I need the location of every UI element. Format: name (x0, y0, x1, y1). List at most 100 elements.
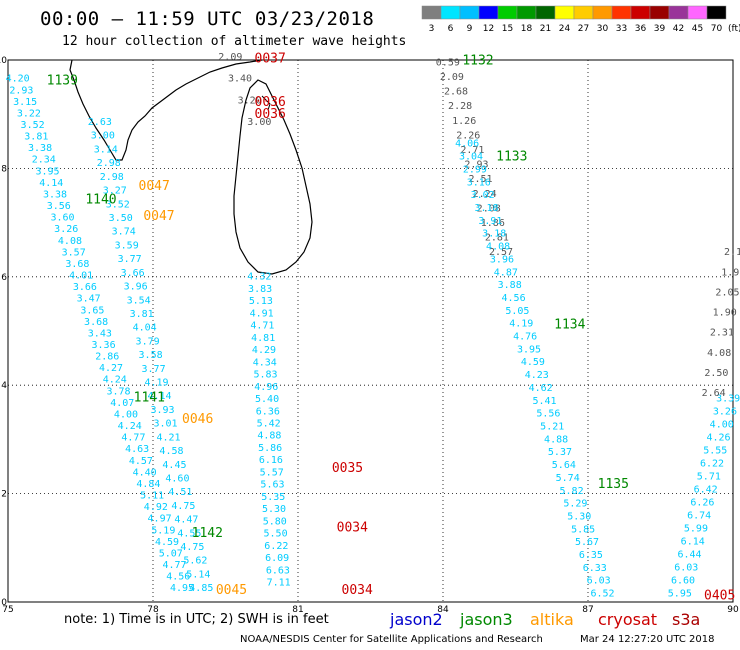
wave-height-value: 4.63 (125, 444, 149, 455)
wave-height-value: 2.93 (464, 160, 488, 171)
wave-height-value: 3.14 (94, 144, 118, 155)
wave-height-value: 5.64 (552, 460, 576, 471)
pass-time-label: 0047 (139, 179, 170, 194)
wave-height-value: 4.62 (529, 383, 553, 394)
wave-height-value: 5.82 (560, 486, 584, 497)
wave-height-value: 4.97 (148, 514, 172, 525)
wave-height-value: 4.29 (252, 345, 276, 356)
wave-height-value: 4.24 (103, 375, 127, 386)
wave-height-value: 5.50 (264, 529, 288, 540)
wave-height-value: 4.08 (486, 242, 510, 253)
wave-height-value: 4.77 (162, 560, 186, 571)
wave-height-value: 6.14 (681, 537, 705, 548)
wave-height-value: 4.56 (502, 293, 526, 304)
wave-height-value: 5.55 (703, 445, 727, 456)
wave-height-value: 3.50 (109, 213, 133, 224)
y-tick-label: 0 (1, 598, 7, 608)
pass-time-label: 0045 (216, 583, 247, 598)
legend-swatch (459, 5, 480, 20)
wave-height-value: 4.85 (189, 583, 213, 594)
wave-height-value: 4.04 (133, 323, 157, 334)
wave-height-value: 4.91 (250, 308, 274, 319)
wave-height-value: 5.86 (258, 443, 282, 454)
wave-height-value: 7.11 (267, 578, 291, 589)
generated-timestamp: Mar 24 12:27:20 UTC 2018 (580, 634, 715, 645)
legend-swatch (421, 5, 442, 20)
wave-height-value: 5.42 (257, 419, 281, 430)
y-tick-label: 2 (1, 490, 7, 500)
wave-height-value: 3.27 (103, 186, 127, 197)
wave-height-value: 4.77 (121, 433, 145, 444)
pass-time-label: 1135 (598, 477, 629, 492)
legend-swatch (649, 5, 670, 20)
wave-height-value: 2.93 (9, 85, 33, 96)
wave-height-value: 2.64 (702, 388, 726, 399)
wave-height-value: 4.71 (250, 321, 274, 332)
wave-height-value: 4.19 (145, 378, 169, 389)
wave-height-value: 4.01 (69, 271, 93, 282)
legend-label: 3 (429, 24, 435, 34)
pass-time-label: 1141 (134, 390, 165, 405)
wave-height-value: 6.22 (264, 541, 288, 552)
pass-time-label: 1134 (554, 317, 585, 332)
wave-height-value: 6.03 (587, 576, 611, 587)
wave-height-value: 3.81 (24, 132, 48, 143)
wave-height-value: 3.59 (115, 240, 139, 251)
wave-height-value: 2.26 (456, 130, 480, 141)
wave-height-value: 2.50 (704, 368, 728, 379)
wave-height-value: 3.01 (153, 419, 177, 430)
wave-height-value: 4.59 (155, 537, 179, 548)
wave-height-value: 3.95 (517, 344, 541, 355)
y-tick-label: 4 (1, 381, 7, 391)
wave-height-value: 3.15 (13, 97, 37, 108)
wave-height-value: 3.65 (80, 305, 104, 316)
x-tick-label: 81 (292, 605, 303, 615)
pass-time-label: 1132 (462, 53, 493, 68)
x-tick-label: 87 (582, 605, 593, 615)
wave-height-value: 3.66 (121, 268, 145, 279)
wave-height-value: 4.51 (168, 487, 192, 498)
wave-height-value: 6.63 (266, 565, 290, 576)
legend-swatch (497, 5, 518, 20)
wave-height-value: 2.28 (448, 101, 472, 112)
legend-label: 21 (540, 24, 551, 34)
wave-height-value: 2.68 (444, 87, 468, 98)
wave-height-value: 5.07 (159, 548, 183, 559)
legend-label: 45 (692, 24, 703, 34)
pass-time-label: 0034 (337, 521, 368, 536)
pass-time-label: 0037 (255, 52, 286, 67)
wave-height-value: 5.63 (260, 480, 284, 491)
wave-height-value: 4.23 (525, 370, 549, 381)
wave-height-value: 3.74 (112, 227, 136, 238)
pass-time-label: 1142 (192, 526, 223, 541)
wave-height-value: 3.57 (62, 247, 86, 258)
wave-height-value: 6.52 (590, 589, 614, 600)
wave-height-value: 4.00 (114, 409, 138, 420)
x-tick-label: 75 (2, 605, 13, 615)
wave-height-value: 6.36 (256, 406, 280, 417)
legend-swatch (592, 5, 613, 20)
wave-height-value: 4.88 (257, 431, 281, 442)
satellite-jason3: jason3 (460, 610, 513, 629)
wave-height-value: 3.68 (65, 259, 89, 270)
wave-height-value: 0.59 (436, 57, 460, 68)
wave-height-value: 4.75 (180, 542, 204, 553)
legend-label: 18 (521, 24, 533, 34)
wave-height-value: 1.90 (713, 308, 737, 319)
legend-swatch (630, 5, 651, 20)
wave-height-value: 4.87 (494, 267, 518, 278)
wave-height-value: 1.9 (721, 267, 739, 278)
x-tick-label: 90 (727, 605, 739, 615)
wave-height-value: 2.98 (100, 172, 124, 183)
wave-height-value: 5.14 (186, 569, 210, 580)
wave-height-value: 3.52 (21, 120, 45, 131)
grid-lines (8, 60, 733, 602)
wave-height-value: 4.08 (58, 236, 82, 247)
wave-height-value: 3.78 (106, 386, 130, 397)
wave-height-value: 2.86 (95, 352, 119, 363)
legend-label: 36 (635, 24, 647, 34)
wave-height-value: 4.59 (521, 357, 545, 368)
wave-height-value: 3.39 (716, 393, 740, 404)
y-tick-label: 6 (1, 273, 7, 283)
